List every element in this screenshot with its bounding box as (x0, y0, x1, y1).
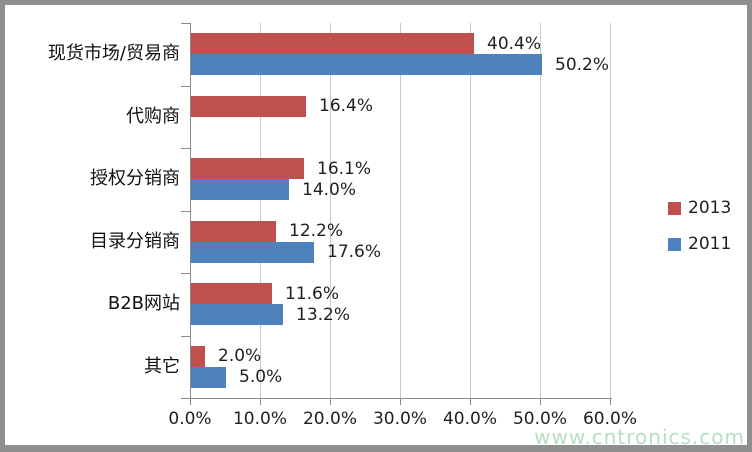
bar-2011-2 (191, 179, 289, 200)
x-axis-tick-label: 20.0% (302, 409, 357, 429)
value-label-2013-3: 12.2% (289, 221, 344, 241)
gridline (400, 23, 401, 398)
value-label-2011-2: 14.0% (302, 180, 357, 200)
x-axis-line (190, 398, 612, 399)
x-axis-tick (400, 398, 401, 405)
x-axis-tick (260, 398, 261, 405)
value-label-2011-5: 5.0% (239, 367, 283, 387)
x-axis-tick-label: 30.0% (372, 409, 427, 429)
category-label: 授权分销商 (90, 168, 180, 189)
bar-2013-0 (191, 33, 474, 54)
bar-2011-4 (191, 304, 283, 325)
x-axis-tick (610, 398, 611, 405)
x-axis-tick-label: 60.0% (582, 409, 637, 429)
y-axis-tick (181, 273, 190, 274)
legend-label-2011: 2011 (688, 234, 732, 254)
legend: 2013 2011 (668, 199, 731, 254)
y-axis-line (190, 23, 191, 399)
bar-2011-3 (191, 242, 314, 263)
bar-2013-2 (191, 158, 304, 179)
y-axis-tick (181, 336, 190, 337)
category-label: 目录分销商 (90, 231, 180, 252)
bar-2013-1 (191, 96, 306, 117)
x-axis-tick-label: 50.0% (512, 409, 567, 429)
category-label: 现货市场/贸易商 (47, 43, 180, 64)
value-label-2013-1: 16.4% (319, 96, 374, 116)
x-axis-tick (330, 398, 331, 405)
gridline (540, 23, 541, 398)
value-label-2011-4: 13.2% (296, 305, 351, 325)
bar-2013-5 (191, 346, 205, 367)
value-label-2013-5: 2.0% (218, 346, 262, 366)
y-axis-tick (181, 148, 190, 149)
x-axis-tick-label: 0.0% (168, 409, 212, 429)
value-label-2013-0: 40.4% (487, 34, 542, 54)
x-axis-tick (540, 398, 541, 405)
value-label-2011-3: 17.6% (327, 242, 382, 262)
value-label-2011-0: 50.2% (555, 55, 610, 75)
legend-item-2011: 2011 (668, 235, 731, 254)
gridline (470, 23, 471, 398)
gridline (610, 23, 611, 398)
watermark: www.cntronics.com (534, 425, 745, 449)
legend-swatch-2011-icon (668, 238, 681, 251)
gridline (330, 23, 331, 398)
value-label-2013-4: 11.6% (285, 284, 340, 304)
x-axis-tick-label: 40.0% (442, 409, 497, 429)
y-axis-tick (181, 86, 190, 87)
bar-2013-4 (191, 283, 272, 304)
y-axis-tick (181, 398, 190, 399)
x-axis-tick-label: 10.0% (232, 409, 287, 429)
category-label: 代购商 (126, 106, 180, 127)
bar-2011-5 (191, 367, 226, 388)
bar-2013-3 (191, 221, 276, 242)
category-label: B2B网站 (107, 293, 180, 314)
legend-label-2013: 2013 (688, 198, 732, 218)
bar-2011-0 (191, 54, 542, 75)
x-axis-tick (470, 398, 471, 405)
legend-swatch-2013-icon (668, 202, 681, 215)
y-axis-tick (181, 23, 190, 24)
value-label-2013-2: 16.1% (317, 159, 372, 179)
y-axis-tick (181, 211, 190, 212)
x-axis-tick (190, 398, 191, 405)
category-label: 其它 (144, 356, 180, 377)
legend-item-2013: 2013 (668, 199, 731, 218)
gridline (260, 23, 261, 398)
